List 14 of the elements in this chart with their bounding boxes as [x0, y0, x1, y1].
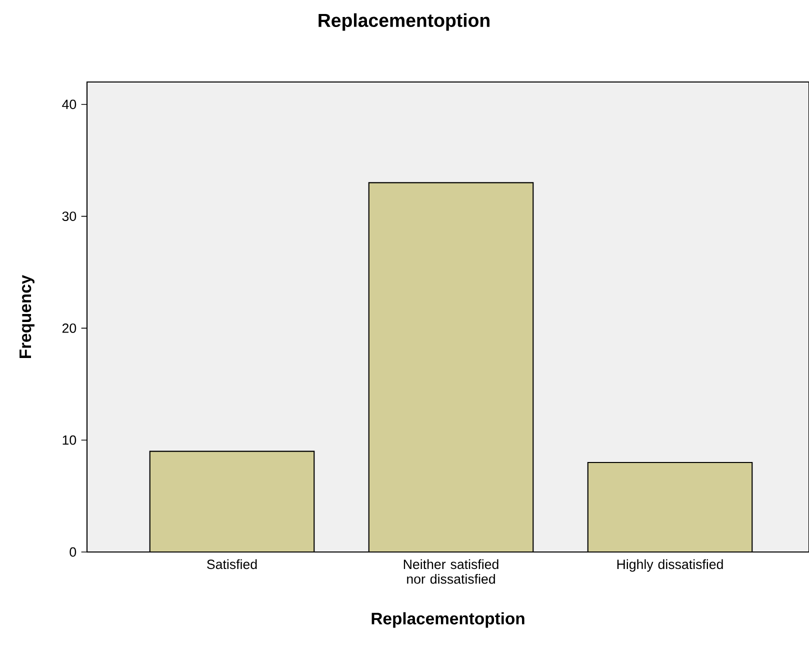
y-axis-title: Frequency	[20, 274, 34, 358]
x-tick-label: Satisfied	[207, 559, 257, 570]
y-tick-label: 20	[62, 323, 76, 333]
y-tick-label: 0	[70, 547, 76, 557]
y-tick-label: 30	[62, 212, 76, 222]
x-tick-label: Highly dissatisfied	[617, 559, 723, 572]
bar	[149, 450, 315, 552]
x-tick-label: Neither satisfied nor dissatisfied	[404, 559, 498, 584]
x-axis-title: Replacementoption	[372, 612, 524, 628]
chart-title: Replacementoption	[318, 13, 490, 31]
y-tick-label: 10	[62, 435, 76, 445]
bar	[587, 462, 753, 552]
bar	[368, 182, 534, 552]
y-tick-label: 40	[62, 100, 76, 110]
